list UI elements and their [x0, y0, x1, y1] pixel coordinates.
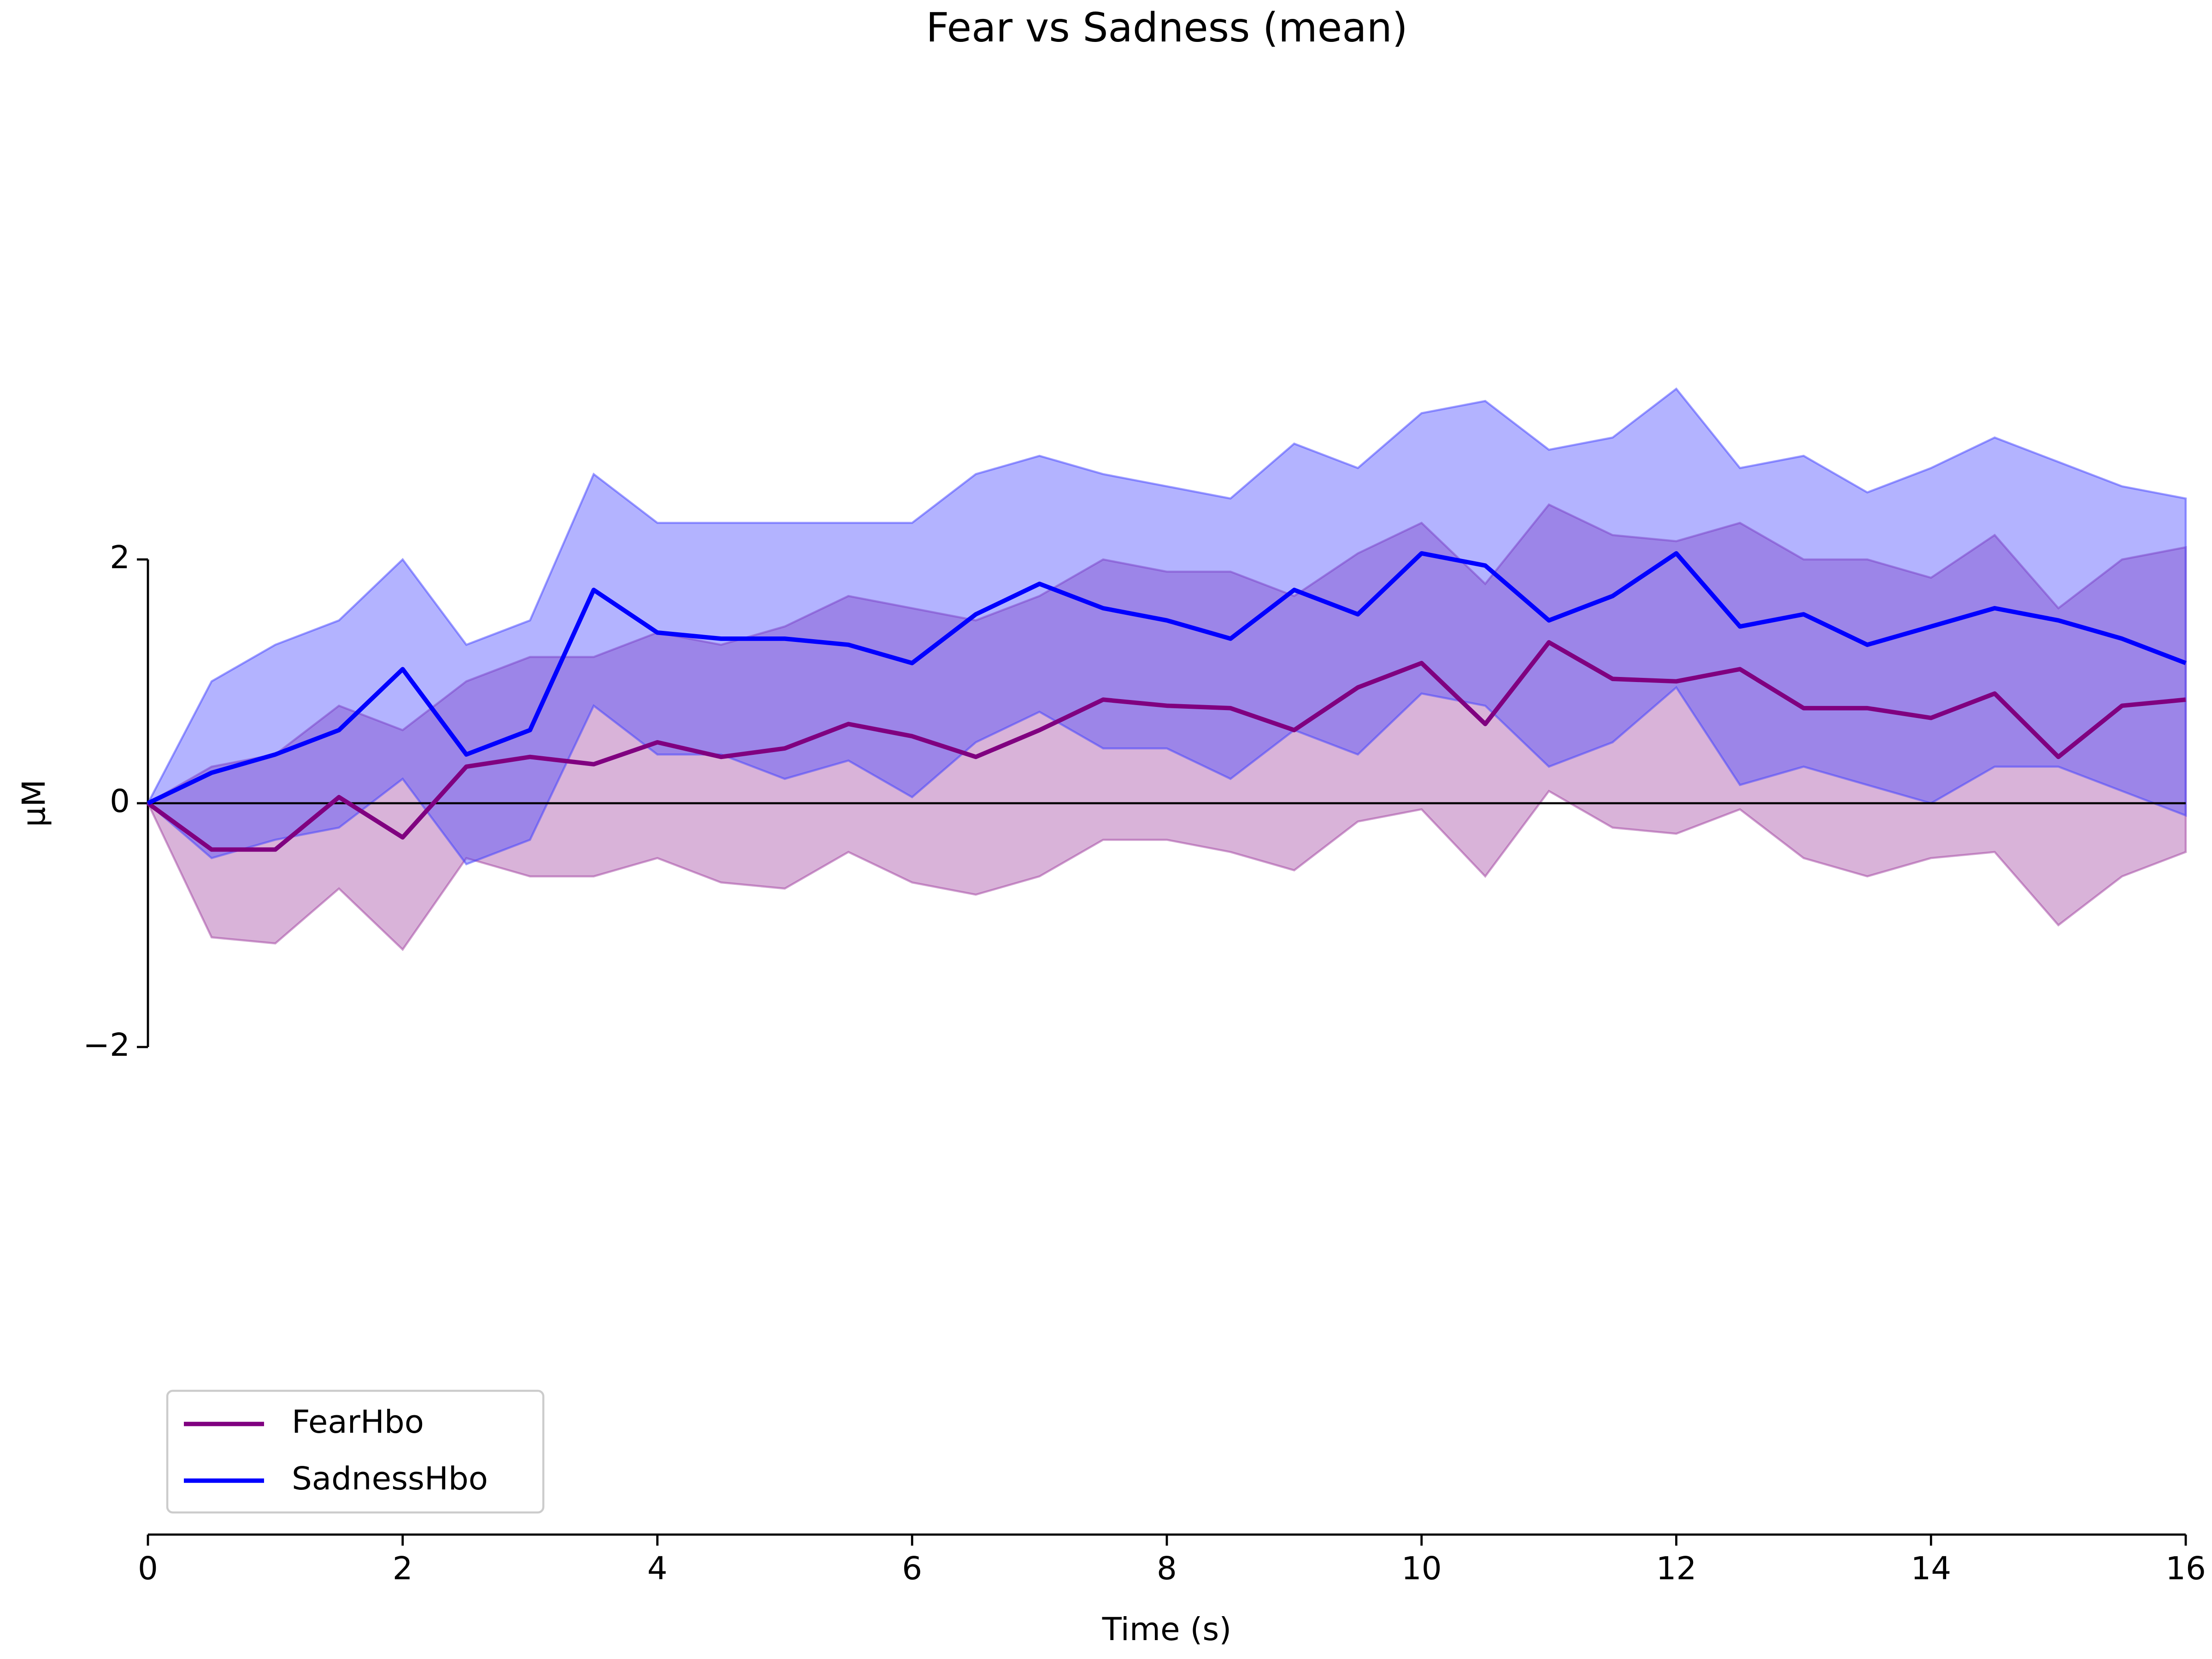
- x-tick-label: 4: [647, 1550, 668, 1587]
- x-tick-label: 16: [2165, 1550, 2206, 1587]
- x-tick-label: 0: [138, 1550, 158, 1587]
- legend-label: SadnessHbo: [292, 1460, 488, 1497]
- x-axis-label: Time (s): [1102, 1611, 1232, 1648]
- series-line: [147, 551, 2187, 806]
- x-tick-label: 12: [1656, 1550, 1697, 1587]
- x-tick-label: 6: [902, 1550, 922, 1587]
- x-tick-label: 2: [393, 1550, 413, 1587]
- chart-title: Fear vs Sadness (mean): [926, 4, 1407, 51]
- legend-label: FearHbo: [292, 1404, 424, 1441]
- x-tick-label: 14: [1911, 1550, 1951, 1587]
- x-tick-label: 10: [1401, 1550, 1442, 1587]
- confidence-band: [147, 387, 2187, 865]
- y-tick-label: 0: [110, 783, 130, 820]
- x-tick-label: 8: [1157, 1550, 1177, 1587]
- y-axis-label: µM: [16, 779, 53, 827]
- y-tick-label: −2: [83, 1027, 130, 1064]
- y-tick-label: 2: [110, 539, 130, 576]
- series-line: [147, 640, 2186, 852]
